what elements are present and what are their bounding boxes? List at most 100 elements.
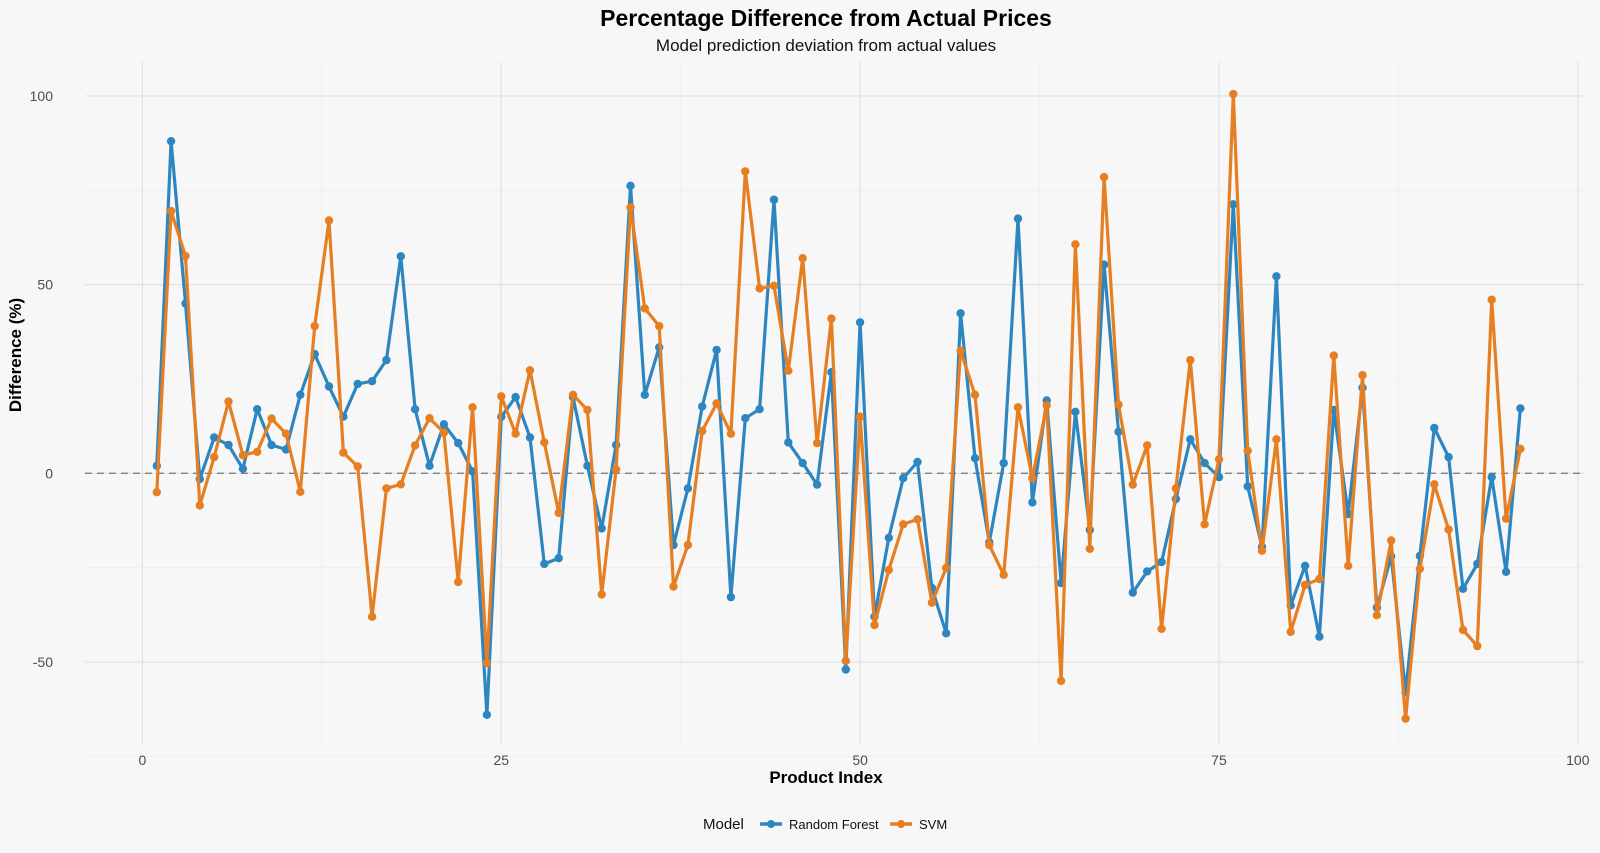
data-point[interactable] <box>296 487 305 496</box>
data-point[interactable] <box>970 454 980 463</box>
data-point[interactable] <box>195 501 204 510</box>
data-point[interactable] <box>956 309 965 318</box>
data-point[interactable] <box>769 195 779 204</box>
data-point[interactable] <box>439 428 449 437</box>
data-point[interactable] <box>497 392 506 401</box>
data-point[interactable] <box>1128 588 1138 597</box>
legend-item-svm[interactable]: SVM <box>890 817 947 832</box>
data-point[interactable] <box>798 458 807 468</box>
data-point[interactable] <box>1071 240 1080 249</box>
data-point[interactable] <box>884 565 893 575</box>
data-point[interactable] <box>1143 567 1152 576</box>
data-point[interactable] <box>1200 458 1209 468</box>
data-point[interactable] <box>626 181 635 190</box>
data-point[interactable] <box>382 484 391 493</box>
data-point[interactable] <box>166 137 176 146</box>
data-point[interactable] <box>210 452 219 462</box>
data-point[interactable] <box>1315 632 1324 641</box>
data-point[interactable] <box>1214 455 1224 464</box>
data-point[interactable] <box>755 405 764 414</box>
data-point[interactable] <box>1229 89 1238 99</box>
data-point[interactable] <box>1444 525 1453 534</box>
data-point[interactable] <box>1157 624 1166 633</box>
data-point[interactable] <box>841 665 850 674</box>
data-point[interactable] <box>267 440 276 450</box>
data-point[interactable] <box>1028 498 1037 507</box>
data-point[interactable] <box>525 366 535 375</box>
data-point[interactable] <box>267 414 276 423</box>
data-point[interactable] <box>913 457 922 467</box>
data-point[interactable] <box>1157 557 1166 567</box>
data-point[interactable] <box>855 318 865 327</box>
data-point[interactable] <box>1401 714 1410 723</box>
data-point[interactable] <box>1128 480 1138 489</box>
data-point[interactable] <box>611 465 621 474</box>
data-point[interactable] <box>1315 574 1324 584</box>
data-point[interactable] <box>511 392 520 402</box>
data-point[interactable] <box>597 524 606 533</box>
data-point[interactable] <box>855 412 865 421</box>
data-point[interactable] <box>726 592 736 602</box>
data-point[interactable] <box>1085 544 1095 553</box>
data-point[interactable] <box>367 612 377 621</box>
data-point[interactable] <box>468 403 477 412</box>
data-point[interactable] <box>999 458 1008 468</box>
data-point[interactable] <box>1243 482 1252 491</box>
data-point[interactable] <box>1229 200 1238 209</box>
data-point[interactable] <box>1300 561 1310 570</box>
data-point[interactable] <box>985 540 994 550</box>
data-point[interactable] <box>1257 546 1267 555</box>
data-point[interactable] <box>1329 351 1339 360</box>
data-point[interactable] <box>597 590 606 599</box>
data-point[interactable] <box>1013 214 1023 223</box>
data-point[interactable] <box>927 598 937 607</box>
data-point[interactable] <box>482 710 492 719</box>
data-point[interactable] <box>554 508 563 518</box>
data-point[interactable] <box>755 284 764 293</box>
data-point[interactable] <box>324 382 334 391</box>
data-point[interactable] <box>554 554 563 563</box>
data-point[interactable] <box>626 203 635 212</box>
data-point[interactable] <box>353 462 362 471</box>
data-point[interactable] <box>999 570 1008 579</box>
data-point[interactable] <box>396 480 405 489</box>
data-point[interactable] <box>1487 472 1496 482</box>
data-point[interactable] <box>367 377 377 386</box>
data-point[interactable] <box>310 321 319 331</box>
data-point[interactable] <box>238 451 248 460</box>
data-point[interactable] <box>784 366 793 375</box>
data-point[interactable] <box>1099 172 1109 182</box>
data-point[interactable] <box>1372 611 1382 620</box>
legend-item-random-forest[interactable]: Random Forest <box>760 817 879 832</box>
data-point[interactable] <box>712 399 721 408</box>
data-point[interactable] <box>1358 371 1367 380</box>
data-point[interactable] <box>784 438 793 447</box>
data-point[interactable] <box>410 405 420 414</box>
data-point[interactable] <box>1473 641 1482 651</box>
data-point[interactable] <box>956 346 965 355</box>
data-point[interactable] <box>683 484 693 493</box>
data-point[interactable] <box>224 397 233 406</box>
data-point[interactable] <box>1186 435 1195 444</box>
data-point[interactable] <box>899 474 908 483</box>
data-point[interactable] <box>1028 474 1037 483</box>
data-point[interactable] <box>425 414 434 423</box>
data-point[interactable] <box>1458 625 1468 635</box>
data-point[interactable] <box>1387 536 1396 545</box>
data-point[interactable] <box>1143 441 1152 450</box>
data-point[interactable] <box>253 447 262 456</box>
data-point[interactable] <box>1344 561 1353 570</box>
data-point[interactable] <box>870 620 879 630</box>
data-point[interactable] <box>913 515 922 524</box>
data-point[interactable] <box>698 402 707 411</box>
data-point[interactable] <box>1516 444 1525 453</box>
data-point[interactable] <box>1300 580 1310 590</box>
data-point[interactable] <box>899 520 908 529</box>
data-point[interactable] <box>1286 627 1295 636</box>
data-point[interactable] <box>1487 295 1496 304</box>
data-point[interactable] <box>382 355 391 365</box>
data-point[interactable] <box>1042 401 1051 410</box>
data-point[interactable] <box>540 438 549 447</box>
data-point[interactable] <box>1501 514 1511 523</box>
data-point[interactable] <box>396 252 405 261</box>
